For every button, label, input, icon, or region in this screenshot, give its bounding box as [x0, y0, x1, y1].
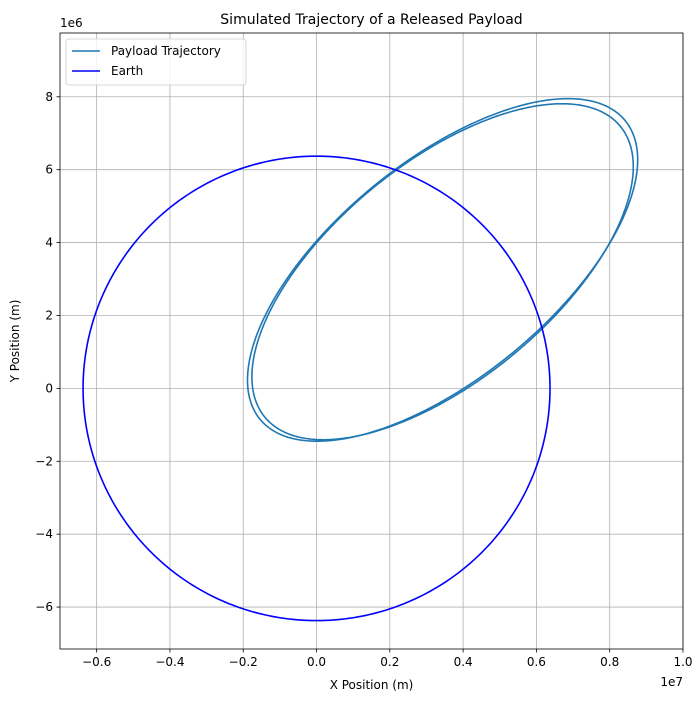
x-tick-label: 1.0: [673, 655, 692, 669]
y-tick-label: 0: [45, 381, 53, 395]
earth-circle-line: [82, 155, 551, 622]
grid-layer: [60, 33, 684, 649]
y-tick-label: 4: [45, 236, 53, 250]
ticks-layer: −0.6 −0.4 −0.2 0.0 0.2 0.4 0.6 0.8 1.0 −6 −4 −2 0 2 4 6…: [35, 90, 692, 669]
chart-title: Simulated Trajectory of a Released Paylo…: [220, 12, 522, 28]
x-tick-label: 0.2: [380, 655, 399, 669]
y-tick-label: 2: [45, 308, 53, 322]
series-layer: [82, 97, 639, 622]
legend-box: [65, 38, 247, 86]
x-tick-label: −0.2: [229, 655, 258, 669]
x-tick-label: 0.4: [454, 655, 473, 669]
y-tick-label: −2: [35, 454, 53, 468]
legend-label-payload: Payload Trajectory: [111, 44, 221, 58]
y-tick-label: −6: [35, 600, 53, 614]
x-tick-label: −0.6: [82, 655, 111, 669]
x-tick-label: 0.0: [307, 655, 326, 669]
x-tick-label: −0.4: [155, 655, 184, 669]
plot-frame: [59, 32, 684, 650]
y-offset-label: 1e6: [60, 16, 83, 30]
x-offset-label: 1e7: [660, 675, 683, 689]
y-tick-label: 6: [45, 163, 53, 177]
legend-label-earth: Earth: [111, 64, 143, 78]
x-tick-label: 0.6: [527, 655, 546, 669]
y-tick-label: −4: [35, 527, 53, 541]
x-tick-label: 0.8: [600, 655, 619, 669]
y-tick-label: 8: [45, 90, 53, 104]
y-axis-label: Y Position (m): [8, 300, 22, 384]
legend: Payload Trajectory Earth: [65, 38, 247, 86]
payload-trajectory-line: [251, 102, 635, 441]
x-axis-label: X Position (m): [330, 678, 414, 692]
payload-trajectory-line: [246, 97, 639, 443]
